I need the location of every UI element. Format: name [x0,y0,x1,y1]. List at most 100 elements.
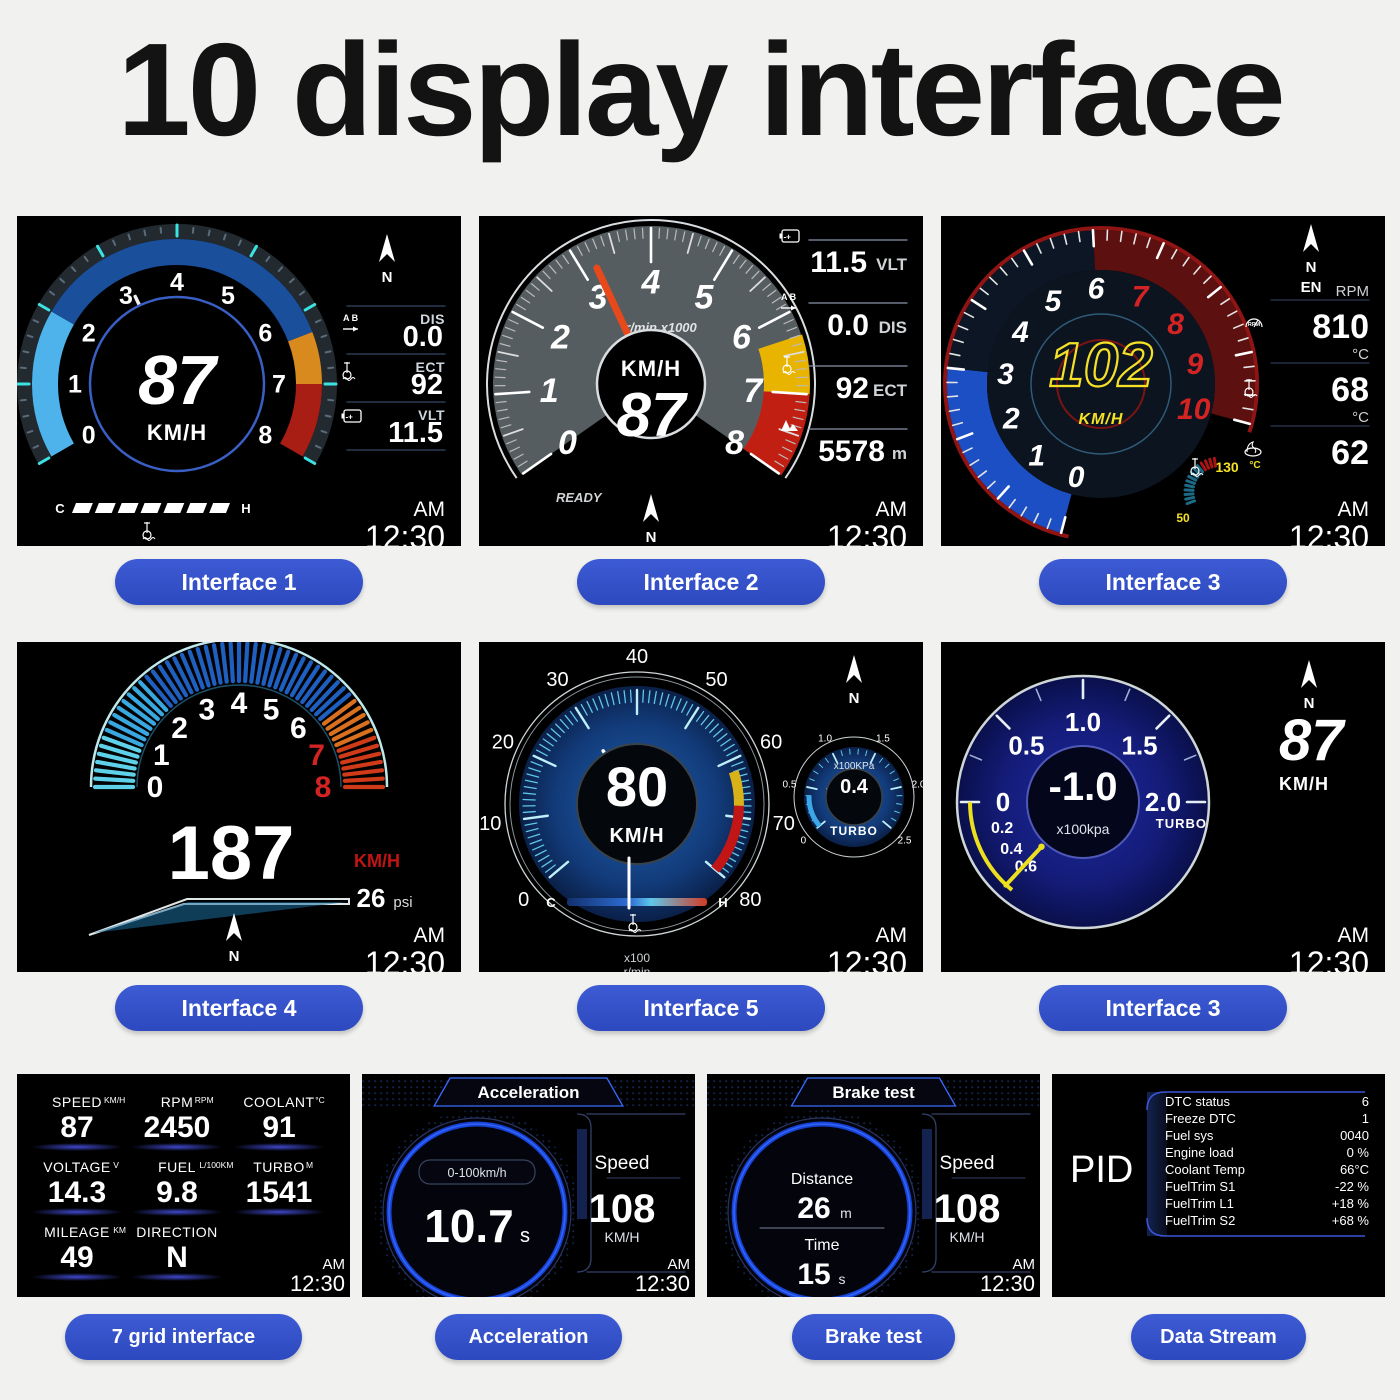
svg-text:Freeze DTC: Freeze DTC [1165,1111,1236,1126]
svg-text:102: 102 [1049,331,1152,400]
svg-text:L/100KM: L/100KM [199,1160,233,1170]
svg-text:0.4: 0.4 [840,776,869,798]
svg-text:11.5: 11.5 [388,417,443,449]
svg-text:FuelTrim L1: FuelTrim L1 [1165,1196,1234,1211]
svg-text:87: 87 [617,381,688,450]
svg-text:°C: °C [1352,409,1369,426]
svg-text:6: 6 [732,318,752,356]
svg-text:6: 6 [290,712,307,745]
svg-text:7: 7 [743,372,764,410]
svg-text:+18 %: +18 % [1332,1196,1370,1211]
svg-text:M: M [306,1160,313,1170]
svg-text:Fuel sys: Fuel sys [1165,1128,1214,1143]
svg-text:FuelTrim S2: FuelTrim S2 [1165,1213,1235,1228]
svg-text:12:30: 12:30 [365,519,445,546]
svg-text:20: 20 [492,731,514,753]
svg-text:6: 6 [258,319,272,347]
svg-text:KM/H: KM/H [950,1229,985,1245]
svg-text:1.0: 1.0 [818,734,832,745]
svg-text:RPM: RPM [161,1094,194,1110]
svg-text:12:30: 12:30 [1289,945,1369,972]
svg-text:12:30: 12:30 [365,945,445,972]
svg-text:7: 7 [1132,281,1150,314]
svg-text:2.5: 2.5 [898,835,912,846]
svg-text:Speed: Speed [595,1153,650,1174]
svg-text:4: 4 [641,264,661,302]
svg-text:8: 8 [725,424,744,462]
svg-text:TURBO: TURBO [830,824,878,838]
svg-text:MILEAGE: MILEAGE [44,1224,110,1240]
svg-text:80: 80 [739,889,761,911]
svg-text:°C: °C [1352,346,1369,363]
svg-text:°C: °C [1249,460,1260,471]
svg-text:8: 8 [315,771,332,804]
svg-text:0.0: 0.0 [403,321,443,353]
svg-text:TURBO: TURBO [1156,816,1207,831]
svg-text:A B: A B [781,292,797,302]
svg-text:8: 8 [258,421,272,449]
svg-text:0.5: 0.5 [1008,730,1044,760]
svg-text:RPM: RPM [1336,283,1369,300]
svg-text:26: 26 [357,883,386,913]
svg-text:10.7: 10.7 [424,1200,514,1252]
svg-text:50: 50 [1176,511,1190,525]
svg-text:5: 5 [263,694,280,727]
svg-text:40: 40 [626,646,648,668]
svg-text:1.5: 1.5 [1121,730,1157,760]
svg-text:12:30: 12:30 [635,1271,690,1296]
svg-text:2: 2 [1002,403,1020,436]
svg-text:1: 1 [68,370,82,398]
svg-text:91: 91 [262,1111,295,1144]
svg-text:4: 4 [231,687,248,720]
svg-text:Coolant Temp: Coolant Temp [1165,1162,1245,1177]
svg-text:TURBO: TURBO [253,1159,305,1175]
svg-text:2450: 2450 [144,1111,211,1144]
svg-text:-1.0: -1.0 [1049,765,1118,809]
svg-text:8: 8 [1167,308,1184,341]
svg-text:ECT: ECT [873,381,908,400]
svg-text:KM/H: KM/H [1279,774,1329,794]
svg-text:EN: EN [1301,279,1322,296]
svg-text:49: 49 [60,1241,93,1274]
svg-text:psi: psi [393,894,412,911]
svg-text:62: 62 [1331,434,1369,472]
svg-text:H: H [718,895,727,910]
svg-text:s: s [839,1271,846,1287]
svg-text:-+: -+ [346,413,354,422]
svg-text:Brake test: Brake test [832,1083,915,1102]
svg-text:12:30: 12:30 [827,945,907,972]
svg-text:DTC status: DTC status [1165,1094,1231,1109]
svg-text:RPM: RPM [1248,322,1261,328]
svg-text:3: 3 [119,282,133,310]
svg-text:AM: AM [876,498,908,521]
svg-text:6: 6 [1362,1094,1369,1109]
svg-text:N: N [1306,259,1317,276]
svg-text:DIRECTION: DIRECTION [136,1224,218,1240]
svg-text:80: 80 [606,755,668,818]
svg-text:0.2: 0.2 [991,820,1013,837]
svg-text:108: 108 [934,1187,1001,1231]
svg-text:7: 7 [308,739,325,772]
svg-text:PID: PID [1070,1149,1133,1191]
svg-text:12:30: 12:30 [980,1271,1035,1296]
svg-text:60: 60 [760,731,782,753]
svg-text:0: 0 [518,889,529,911]
svg-text:3: 3 [199,694,216,727]
svg-text:0.0: 0.0 [827,309,869,342]
svg-text:r/min: r/min [624,965,651,972]
svg-text:5578: 5578 [818,435,885,468]
svg-text:SPEED: SPEED [52,1094,102,1110]
svg-text:READY: READY [556,490,603,505]
svg-text:0040: 0040 [1340,1128,1369,1143]
svg-text:s: s [520,1225,530,1247]
svg-text:2.0: 2.0 [912,779,923,790]
svg-text:RPM: RPM [195,1095,214,1105]
svg-text:810: 810 [1312,308,1369,346]
svg-text:1: 1 [1028,440,1045,473]
svg-text:2.0: 2.0 [1145,787,1181,817]
svg-text:KM/H: KM/H [147,420,207,445]
svg-text:A B: A B [343,313,359,323]
svg-text:0: 0 [996,787,1010,817]
svg-text:Engine load: Engine load [1165,1145,1234,1160]
svg-text:C: C [55,501,65,516]
